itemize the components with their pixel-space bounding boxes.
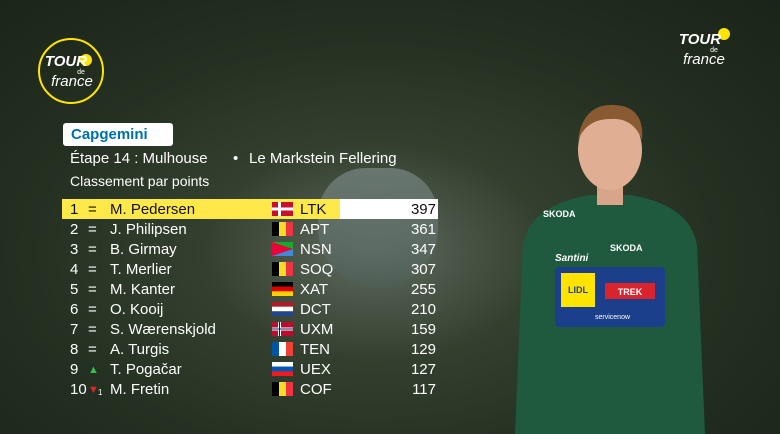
logo-bottom: france — [51, 73, 93, 90]
jersey-text: Santini — [555, 253, 589, 264]
separator: • — [233, 150, 239, 167]
change: = — [88, 201, 97, 218]
change: = — [88, 281, 97, 298]
rank: 7 — [70, 321, 79, 338]
flag — [272, 262, 293, 276]
flag — [272, 382, 293, 396]
rank: 8 — [70, 341, 79, 358]
jersey-text: LIDL — [568, 285, 588, 295]
rank: 3 — [70, 241, 79, 258]
table-row: 7 = S. Wærenskjold UXM 159 — [62, 319, 438, 339]
jersey-text: TREK — [618, 287, 643, 297]
change-count: 1 — [98, 388, 103, 397]
logo-middle: de — [710, 47, 718, 54]
points: 129 — [410, 341, 436, 358]
flag — [272, 342, 293, 356]
stage-title: Étape 14 : Mulhouse — [70, 150, 208, 167]
points: 397 — [410, 201, 436, 218]
change: = — [88, 341, 97, 358]
team: SOQ — [300, 261, 334, 278]
table-row: 8 = A. Turgis TEN 129 — [62, 339, 438, 359]
subtitle: Classement par points — [70, 173, 210, 189]
rider-name: M. Fretin — [110, 381, 170, 398]
change: = — [88, 301, 97, 318]
lake — [318, 168, 438, 288]
table-row: 5 = M. Kanter XAT 255 — [62, 279, 438, 299]
table-row: 6 = O. Kooij DCT 210 — [62, 299, 438, 319]
table-row: 4 = T. Merlier SOQ 307 — [62, 259, 438, 279]
rank: 2 — [70, 221, 79, 238]
rider-name: A. Turgis — [110, 341, 170, 358]
points: 159 — [410, 321, 436, 338]
team: DCT — [300, 301, 331, 318]
rider: SKODA SKODA Santini LIDL TREK servicenow — [515, 104, 705, 434]
change: ▼ — [88, 384, 99, 396]
flag — [272, 282, 293, 296]
rider-name: M. Kanter — [110, 281, 176, 298]
rank: 1 — [70, 201, 79, 218]
points: 361 — [410, 221, 436, 238]
points: 210 — [410, 301, 436, 318]
logo-bottom: france — [683, 51, 725, 68]
points: 127 — [410, 361, 436, 378]
team: UXM — [300, 321, 334, 338]
rider-name: S. Wærenskjold — [110, 321, 216, 338]
logo-left: TOUR de france — [38, 38, 104, 104]
team: UEX — [300, 361, 331, 378]
change: = — [88, 261, 97, 278]
points-box — [340, 199, 438, 219]
team: COF — [300, 381, 332, 398]
sponsor: Capgemini — [71, 126, 148, 143]
rider-name: T. Merlier — [110, 261, 172, 278]
jersey-text: servicenow — [595, 314, 631, 321]
rank: 4 — [70, 261, 79, 278]
flag — [272, 322, 293, 336]
sponsor-badge: Capgemini — [63, 123, 173, 146]
team: APT — [300, 221, 330, 238]
rank: 6 — [70, 301, 79, 318]
team: TEN — [300, 341, 330, 358]
logo-middle: de — [77, 69, 85, 76]
flag — [272, 242, 293, 256]
table-row: 2 = J. Philipsen APT 361 — [62, 219, 438, 239]
rider-name: B. Girmay — [110, 241, 177, 258]
rank: 10 — [70, 381, 87, 398]
change: = — [88, 221, 97, 238]
rider-name: T. Pogačar — [110, 361, 182, 378]
rank: 9 — [70, 361, 79, 378]
table-row: 1 = M. Pedersen LTK 397 — [62, 199, 438, 219]
flag — [272, 302, 293, 316]
logo-top: TOUR — [45, 53, 87, 70]
flag — [272, 362, 293, 376]
rider-name: J. Philipsen — [110, 221, 187, 238]
points: 307 — [410, 261, 436, 278]
logo-top: TOUR — [679, 31, 721, 48]
team: XAT — [300, 281, 329, 298]
rider-name: O. Kooij — [110, 301, 164, 318]
destination: Le Markstein Fellering — [249, 150, 397, 167]
table-row: 10 ▼ 1 M. Fretin COF 117 — [62, 379, 438, 399]
rank: 5 — [70, 281, 79, 298]
points: 255 — [410, 281, 436, 298]
flag — [272, 202, 293, 216]
jersey-text: SKODA — [610, 243, 643, 253]
points: 347 — [410, 241, 436, 258]
table-row: 3 = B. Girmay NSN 347 — [62, 239, 438, 259]
team: LTK — [300, 201, 327, 218]
table-row: 9 ▲ T. Pogačar UEX 127 — [62, 359, 438, 379]
change: = — [88, 321, 97, 338]
jersey-text: SKODA — [543, 209, 576, 219]
team: NSN — [300, 241, 332, 258]
flag — [272, 222, 293, 236]
points: 117 — [412, 381, 436, 398]
change: ▲ — [88, 364, 99, 376]
rider-name: M. Pedersen — [110, 201, 196, 218]
logo-right: TOUR de france — [679, 28, 730, 68]
change: = — [88, 241, 97, 258]
